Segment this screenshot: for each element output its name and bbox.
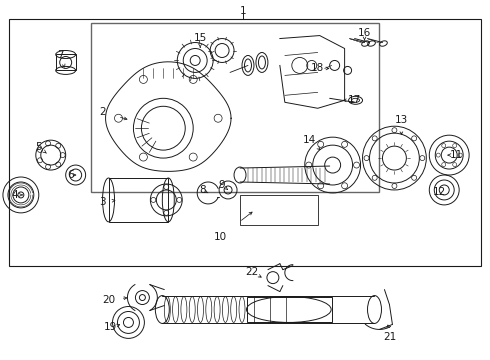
Text: 15: 15 xyxy=(194,32,207,42)
Text: 10: 10 xyxy=(214,232,227,242)
Text: 14: 14 xyxy=(303,135,317,145)
Text: 16: 16 xyxy=(358,28,371,37)
Bar xyxy=(56,54,75,71)
Text: 21: 21 xyxy=(383,332,396,342)
Text: 2: 2 xyxy=(99,107,106,117)
Bar xyxy=(247,297,332,323)
Bar xyxy=(240,195,318,225)
Text: 12: 12 xyxy=(433,187,446,197)
Text: 20: 20 xyxy=(102,294,115,305)
Text: 6: 6 xyxy=(67,170,74,180)
Bar xyxy=(108,178,168,222)
Text: 5: 5 xyxy=(35,142,42,152)
Bar xyxy=(9,19,481,266)
Text: 19: 19 xyxy=(104,323,117,332)
Bar xyxy=(91,23,379,192)
Text: 13: 13 xyxy=(395,115,408,125)
Text: 3: 3 xyxy=(99,197,106,207)
Text: 18: 18 xyxy=(311,63,324,73)
Text: 1: 1 xyxy=(240,6,246,15)
Text: 9: 9 xyxy=(219,180,225,190)
Text: 22: 22 xyxy=(245,267,259,276)
Text: 11: 11 xyxy=(449,150,463,160)
Text: 17: 17 xyxy=(348,95,361,105)
Text: 7: 7 xyxy=(57,50,64,60)
Text: 8: 8 xyxy=(199,185,205,195)
Text: 4: 4 xyxy=(12,190,18,200)
